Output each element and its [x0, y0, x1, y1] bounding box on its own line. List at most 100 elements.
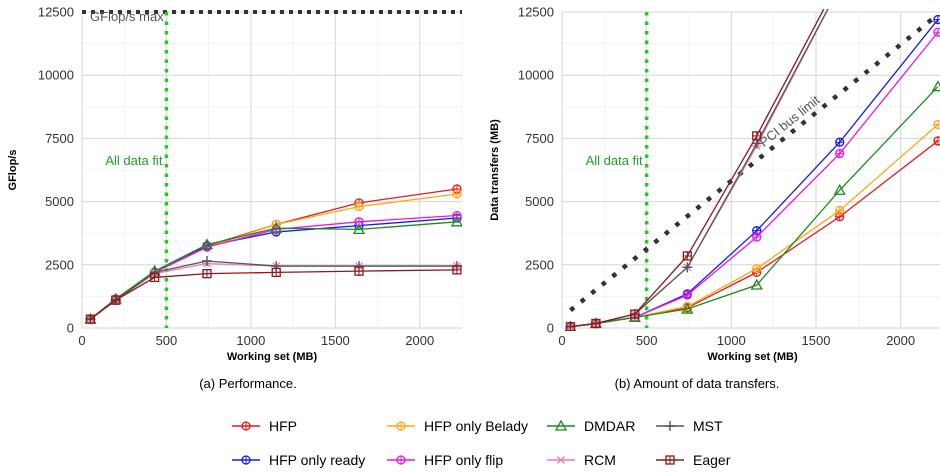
y-tick-label: 2500	[45, 257, 74, 272]
data-point-eager	[682, 251, 692, 261]
y-axis-title: Data transfers (MB)	[489, 119, 501, 221]
y-tick-label: 0	[547, 321, 554, 336]
data-point-dmdar	[931, 80, 940, 92]
data-point-eager	[149, 272, 160, 283]
series-mst	[85, 256, 462, 325]
x-axis-title: Working set (MB)	[227, 351, 318, 363]
y-tick-label: 5000	[525, 194, 554, 209]
data-point-hfp-only-flip	[752, 232, 762, 242]
data-point-hfp-only-flip	[682, 290, 692, 300]
series-eager	[85, 265, 462, 324]
caption-data-transfers: (b) Amount of data transfers.	[615, 376, 780, 391]
max-reference-label: GFlop/s max	[90, 9, 164, 24]
data-point-hfp-only-belady	[933, 119, 940, 130]
performance-chart: 0 500 1000 1500 2000 0 2500 5000 7500 10000 12500 W…	[7, 5, 463, 363]
legend-marker-mst	[665, 421, 675, 431]
data-point-hfp-only-belady	[835, 205, 845, 216]
grid	[81, 11, 463, 329]
data-point-hfp-only-belady	[752, 263, 762, 274]
x-tick-label: 1500	[321, 333, 350, 348]
data-point-hfp-only-flip	[933, 27, 940, 37]
legend-item-dmdar: DMDAR	[547, 418, 635, 434]
data-point-dmdar	[833, 183, 846, 195]
data-point-hfp-only-belady	[354, 202, 364, 212]
legend-label: Eager	[693, 452, 731, 468]
y-tick-label: 0	[67, 321, 74, 336]
data-point-hfp-only-belady	[452, 189, 462, 199]
legend-marker-eager	[665, 455, 675, 465]
legend-label: HFP only flip	[424, 452, 503, 468]
caption-performance: (a) Performance.	[199, 376, 297, 391]
legend-label: HFP	[269, 418, 297, 434]
legend-item-mst: MST	[656, 418, 723, 434]
data-point-hfp	[933, 136, 940, 146]
y-tick-label: 12500	[518, 5, 554, 20]
series-rcm	[85, 259, 462, 324]
y-tick-label: 12500	[38, 5, 74, 20]
data-point-dmdar	[450, 215, 462, 227]
x-tick-label: 0	[558, 333, 565, 348]
series-hfp-only-belady	[85, 189, 462, 324]
series-line-mst	[90, 260, 457, 320]
x-tick-label: 1000	[717, 333, 746, 348]
data-point-eager	[630, 309, 640, 319]
y-tick-label: 2500	[525, 257, 554, 272]
data-point-eager	[111, 295, 121, 305]
data-point-dmdar	[270, 221, 283, 233]
data-point-hfp-only-ready	[933, 14, 940, 25]
data-point-dmdar	[681, 302, 694, 314]
pci-bus-limit-label: PCI bus limit	[756, 92, 823, 150]
data-point-hfp-only-flip	[835, 148, 845, 159]
x-tick-label: 500	[156, 333, 178, 348]
legend-marker-hfp-only-flip	[396, 455, 406, 465]
series-line-hfp-only-flip	[90, 214, 457, 320]
legend-label: HFP only ready	[269, 452, 365, 468]
y-tick-label: 7500	[525, 131, 554, 146]
series-line-hfp	[90, 188, 458, 320]
x-tick-label: 1500	[802, 333, 831, 348]
legend-marker-dmdar	[554, 419, 568, 431]
data-point-dmdar	[750, 278, 763, 290]
y-tick-label: 10000	[518, 68, 554, 83]
legend-item-hfp-only-belady: HFP only Belady	[387, 418, 528, 434]
data-transfers-chart: 0 500 1000 1500 2000 0 2500 5000 7500 10000 12500 W…	[489, 5, 940, 363]
legend-item-rcm: RCM	[547, 452, 616, 468]
all-data-fit-label: All data fit	[586, 153, 643, 168]
data-point-eager	[202, 268, 212, 279]
data-point-eager	[565, 322, 576, 331]
data-point-mst	[201, 256, 212, 267]
x-tick-label: 2000	[405, 333, 434, 348]
legend-label: DMDAR	[584, 418, 635, 434]
data-point-eager	[354, 266, 364, 276]
series-dmdar	[564, 80, 940, 331]
series-line-dmdar	[570, 86, 939, 328]
grid	[561, 11, 940, 329]
x-axis-title: Working set (MB)	[707, 351, 798, 363]
plot-area	[564, 9, 940, 331]
legend-item-hfp-only-ready: HFP only ready	[232, 452, 365, 468]
legend: HFP HFP only Belady DMDAR MST HFP only ready…	[232, 418, 731, 468]
x-tick-label: 1000	[236, 333, 265, 348]
data-point-eager	[591, 318, 601, 329]
data-point-eager	[752, 131, 762, 141]
legend-marker-hfp-only-belady	[396, 421, 406, 431]
legend-item-hfp-only-flip: HFP only flip	[387, 452, 503, 468]
data-point-eager	[271, 267, 281, 278]
legend-item-hfp: HFP	[232, 418, 297, 434]
data-point-hfp-only-ready	[835, 137, 845, 147]
legend-marker-hfp	[241, 421, 251, 431]
legend-item-eager: Eager	[656, 452, 731, 468]
data-point-mst	[682, 262, 693, 273]
all-data-fit-label: All data fit	[105, 153, 162, 168]
data-point-dmdar	[352, 223, 366, 235]
legend-marker-rcm	[556, 456, 566, 464]
x-tick-label: 0	[78, 333, 85, 348]
series-hfp-only-ready	[565, 14, 940, 331]
series-line-hfp-only-flip	[570, 31, 939, 328]
legend-label: MST	[693, 418, 723, 434]
plot-area	[82, 10, 462, 328]
legend-label: RCM	[584, 452, 616, 468]
y-tick-label: 5000	[45, 194, 74, 209]
y-tick-label: 7500	[45, 131, 74, 146]
